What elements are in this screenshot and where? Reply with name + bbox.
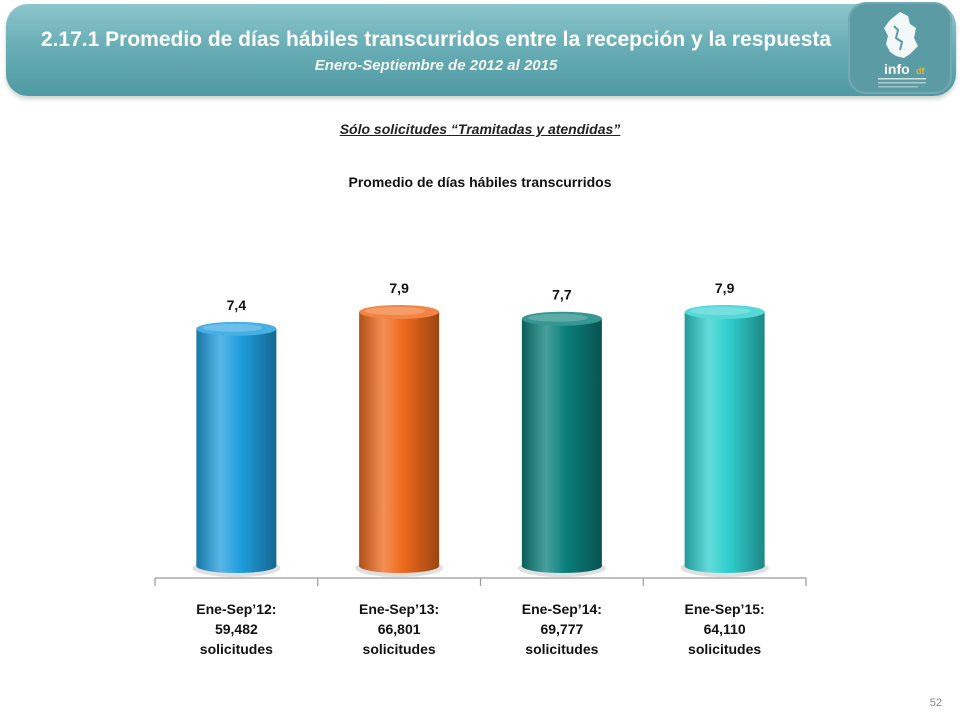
page-number: 52 xyxy=(929,697,942,709)
logo-suffix: df xyxy=(916,66,925,76)
category-label: Ene-Sep’14: 69,777 solicitudes xyxy=(492,599,632,659)
bar-body xyxy=(521,318,602,566)
bar xyxy=(355,305,444,577)
data-label: 7,7 xyxy=(552,287,572,303)
category-label-line: 66,801 xyxy=(377,621,421,637)
bar-cap-highlight xyxy=(365,307,426,315)
bar-base xyxy=(196,559,277,573)
bar xyxy=(517,311,606,577)
bar xyxy=(680,305,769,577)
category-label: Ene-Sep’13: 66,801 solicitudes xyxy=(329,599,469,659)
bar xyxy=(192,321,281,577)
category-label-line: solicitudes xyxy=(362,641,436,657)
chart-title: Promedio de días hábiles transcurridos xyxy=(348,174,612,190)
page-subtitle: Enero-Septiembre de 2012 al 2015 xyxy=(314,57,558,74)
data-label: 7,9 xyxy=(715,280,735,296)
header-banner: 2.17.1 Promedio de días hábiles transcur… xyxy=(6,4,956,96)
infodf-logo: info df xyxy=(848,2,952,94)
bar-cap-highlight xyxy=(202,323,263,332)
category-label: Ene-Sep’15: 64,110 solicitudes xyxy=(655,599,795,659)
category-label-line: solicitudes xyxy=(525,641,599,657)
filter-note: Sólo solicitudes “Tramitadas y atendidas… xyxy=(339,121,621,137)
category-label: Ene-Sep’12: 59,482 solicitudes xyxy=(166,599,306,659)
logo-text: info xyxy=(884,61,910,77)
bar-cap-highlight xyxy=(690,307,751,315)
category-label-line: 69,777 xyxy=(540,621,584,637)
map-icon xyxy=(884,12,918,58)
category-label-line: 59,482 xyxy=(214,621,258,637)
page-title: 2.17.1 Promedio de días hábiles transcur… xyxy=(40,28,832,51)
bar-base xyxy=(521,559,602,573)
category-label-line: Ene-Sep’12: xyxy=(196,601,277,617)
bar-body xyxy=(359,312,440,566)
category-label-line: Ene-Sep’14: xyxy=(521,601,602,617)
data-label: 7,9 xyxy=(389,280,409,296)
bar-base xyxy=(359,559,440,573)
category-label-line: solicitudes xyxy=(688,641,762,657)
bar-body xyxy=(196,328,277,566)
category-label-line: solicitudes xyxy=(199,641,273,657)
bar-cap-highlight xyxy=(527,313,588,322)
data-label: 7,4 xyxy=(227,297,247,313)
category-label-line: Ene-Sep’13: xyxy=(359,601,440,617)
bar-body xyxy=(684,312,765,566)
bar-base xyxy=(684,559,765,573)
category-label-line: Ene-Sep’15: xyxy=(684,601,765,617)
category-label-line: 64,110 xyxy=(703,621,746,637)
